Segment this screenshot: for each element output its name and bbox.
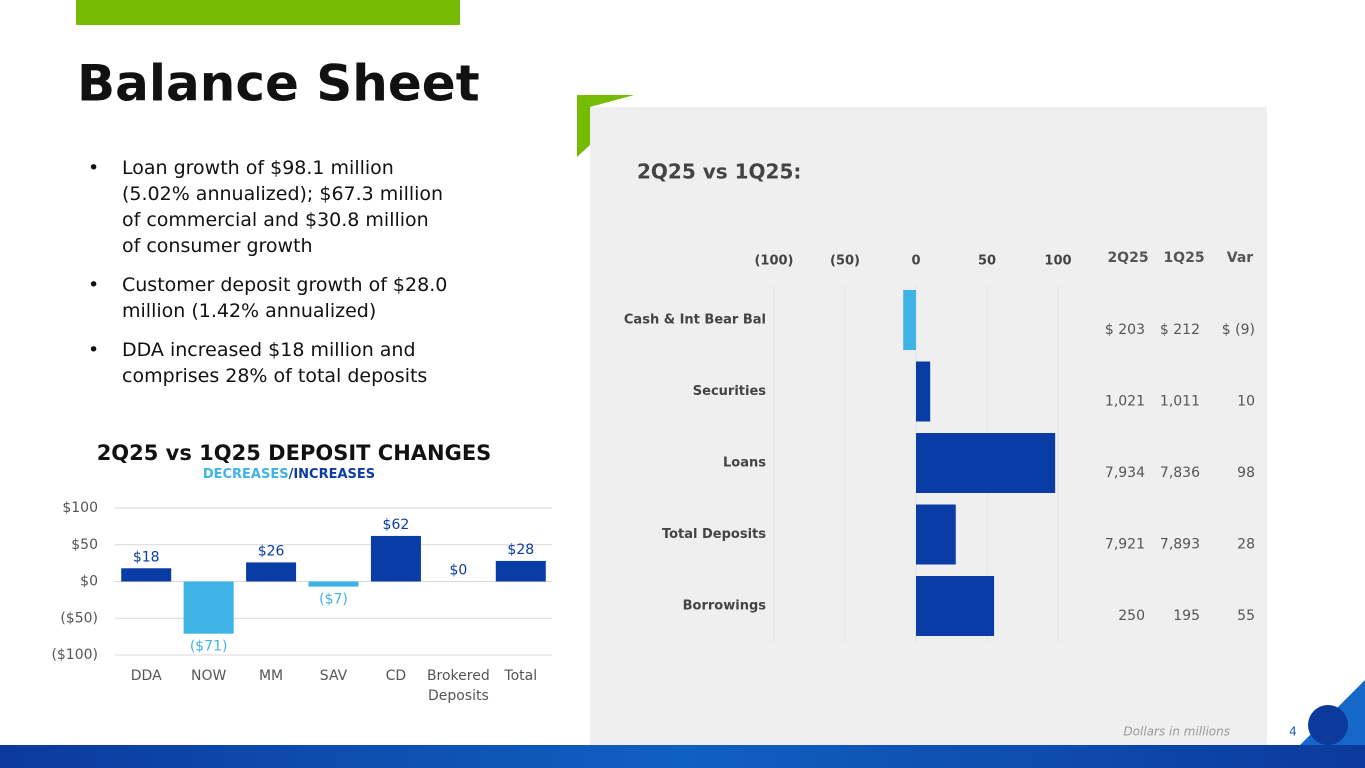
bullet: DDA increased $18 million and comprises … [88,337,448,389]
x-tick-label-box: MM [258,668,284,684]
bottom-stripe [0,745,1365,768]
bar [916,504,956,565]
x-tick-label: (100) [754,254,793,269]
value-label: ($71) [190,639,228,655]
bar [246,562,297,582]
y-tick-label: $100 [62,500,98,516]
y-tick-label: Cash & Int Bear Bal [624,313,766,328]
y-tick-label: $50 [71,537,98,553]
bar [495,560,546,582]
table-cell: 195 [1173,608,1200,624]
x-tick-label: NOW [190,668,227,684]
table-cell: $ 203 [1105,322,1145,338]
table-cell: 7,893 [1160,537,1200,553]
x-tick-label-box: DDA [130,668,162,684]
table-cell: 7,921 [1105,537,1145,553]
subtitle-part: DECREASES [203,467,289,482]
table-cell: 250 [1118,608,1145,624]
table-cell: 7,836 [1160,465,1200,481]
bar [916,361,931,422]
x-tick-label-box: NOW [190,668,227,684]
bar [370,535,421,582]
y-tick-label: Loans [723,456,766,471]
accent-bar [76,0,460,25]
x-tick-label-box: Brokered Deposits [426,668,490,704]
table-header: 2Q25 [1107,250,1148,266]
y-tick-label: ($100) [51,647,98,663]
y-tick-label: $0 [80,574,98,590]
x-tick-label: 50 [978,254,996,269]
bar [903,290,916,350]
y-tick-label: ($50) [60,610,98,626]
value-label: ($7) [319,592,348,608]
panel [590,107,1267,747]
page-number: 4 [1289,725,1297,739]
value-label: 10 [1237,394,1255,410]
table-cell: 1,011 [1160,394,1200,410]
value-label: $62 [383,517,410,533]
bullet: Customer deposit growth of $28.0 million… [88,272,448,324]
x-tick-label: CD [385,668,407,684]
value-label: 28 [1237,537,1255,553]
x-tick-label-box: SAV [319,668,348,684]
bar [916,576,995,636]
bullet-list: Loan growth of $98.1 million (5.02% annu… [88,155,448,402]
y-tick-label: Total Deposits [662,527,766,542]
value-label: $0 [449,563,467,579]
x-tick-label: 100 [1044,254,1071,269]
x-tick-label-box: CD [385,668,407,684]
y-tick-label: Borrowings [683,599,767,614]
chart-title: 2Q25 vs 1Q25: [637,160,801,184]
bullet: Loan growth of $98.1 million (5.02% annu… [88,155,448,259]
value-label: $18 [133,549,160,565]
chart-subtitle: DECREASES/INCREASES [203,467,375,482]
logo-mark [1308,705,1348,745]
bar [916,433,1056,493]
value-label: 55 [1237,608,1255,624]
table-cell: 7,934 [1105,465,1145,481]
x-tick-label: Brokered Deposits [426,668,490,704]
table-cell: 1,021 [1105,394,1145,410]
table-header: Var [1227,250,1254,266]
value-label: $ (9) [1222,322,1255,338]
x-tick-label: SAV [319,668,348,684]
bar [121,568,172,582]
footnote: Dollars in millions [1123,725,1230,739]
corner-accent [577,95,634,157]
y-tick-label: Securities [693,384,766,399]
value-label: 98 [1237,465,1255,481]
x-tick-label: MM [258,668,284,684]
x-tick-label: 0 [911,254,920,269]
table-header: 1Q25 [1163,250,1204,266]
x-tick-label: Total [504,668,538,684]
bar [308,581,359,587]
table-cell: $ 212 [1160,322,1200,338]
value-label: $26 [258,543,285,559]
x-tick-label-box: Total [504,668,538,684]
slide-title: Balance Sheet [77,55,480,113]
value-label: $28 [507,542,534,558]
x-tick-label: (50) [830,254,860,269]
x-tick-label: DDA [130,668,162,684]
bar [183,581,234,634]
chart-title: 2Q25 vs 1Q25 DEPOSIT CHANGES [97,441,492,465]
subtitle-part: /INCREASES [289,467,376,482]
